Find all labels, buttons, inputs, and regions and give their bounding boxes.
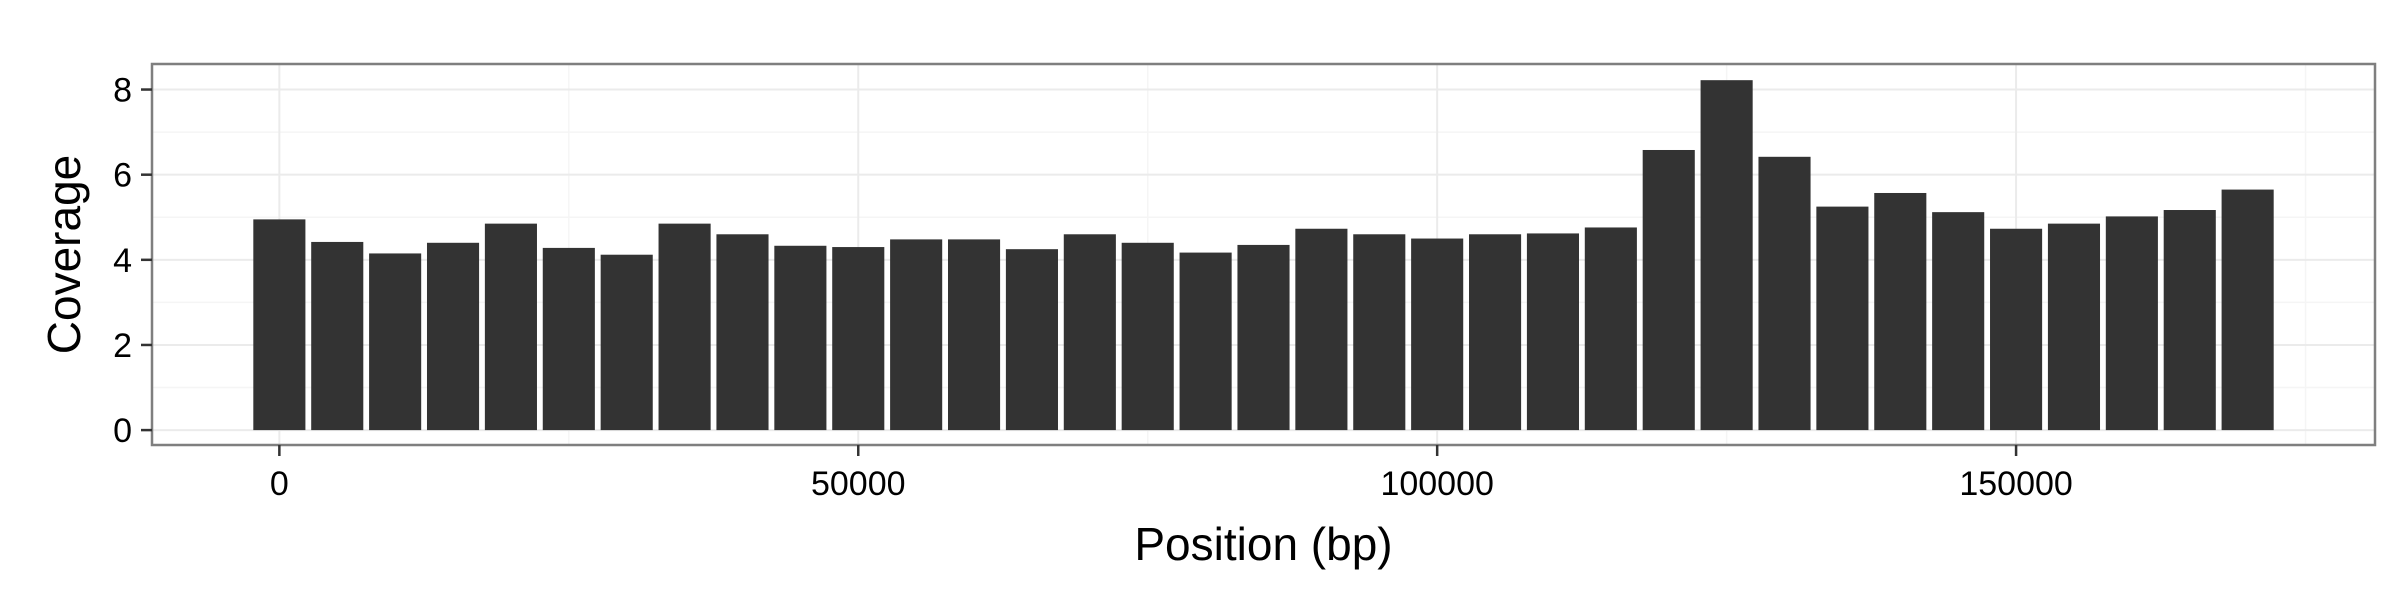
y-tick-label: 2 [113, 327, 132, 365]
bar [542, 247, 595, 431]
bar [1121, 242, 1174, 431]
x-tick-label: 0 [270, 465, 289, 503]
y-tick-label: 0 [113, 412, 132, 450]
bar [1063, 234, 1116, 431]
bar [1642, 149, 1695, 431]
x-tick-label: 150000 [1959, 465, 2072, 503]
bar [2163, 210, 2216, 431]
y-tick-label: 8 [113, 72, 132, 110]
x-axis-title: Position (bp) [1134, 518, 1392, 570]
bar [2221, 189, 2274, 431]
y-axis-title: Coverage [38, 155, 90, 354]
bar [1816, 206, 1869, 431]
bar [1700, 80, 1753, 431]
bar [1526, 233, 1580, 431]
bar [1411, 238, 1464, 431]
bar [774, 245, 827, 431]
y-tick-label: 6 [113, 157, 132, 195]
y-axis: 0 2 4 6 8 [113, 72, 152, 450]
bar [1874, 192, 1927, 431]
bar [426, 242, 480, 431]
bar [1179, 252, 1232, 431]
bar [716, 234, 769, 431]
bar [311, 241, 364, 431]
bar [1584, 227, 1637, 431]
bar [1932, 212, 1985, 431]
bar [1005, 249, 1058, 431]
bar [658, 223, 711, 431]
y-tick-label: 4 [113, 242, 132, 280]
bar [1353, 234, 1406, 431]
x-tick-label: 50000 [811, 465, 906, 503]
bar [600, 254, 653, 431]
x-tick-label: 100000 [1380, 465, 1493, 503]
bar [1990, 228, 2043, 431]
bar [1758, 156, 1811, 431]
bar [484, 223, 537, 431]
bar [947, 239, 1001, 431]
bar [1237, 244, 1290, 431]
bar [2105, 216, 2158, 431]
bar [369, 253, 422, 431]
panel-border [150, 62, 2377, 447]
bar [890, 239, 943, 431]
bar [1295, 228, 1348, 431]
bar [1469, 234, 1522, 431]
bars [253, 80, 2274, 431]
bar [2047, 223, 2101, 431]
bar [253, 219, 306, 431]
x-axis: 0 50000 100000 150000 [270, 445, 2073, 503]
bar [832, 247, 885, 431]
